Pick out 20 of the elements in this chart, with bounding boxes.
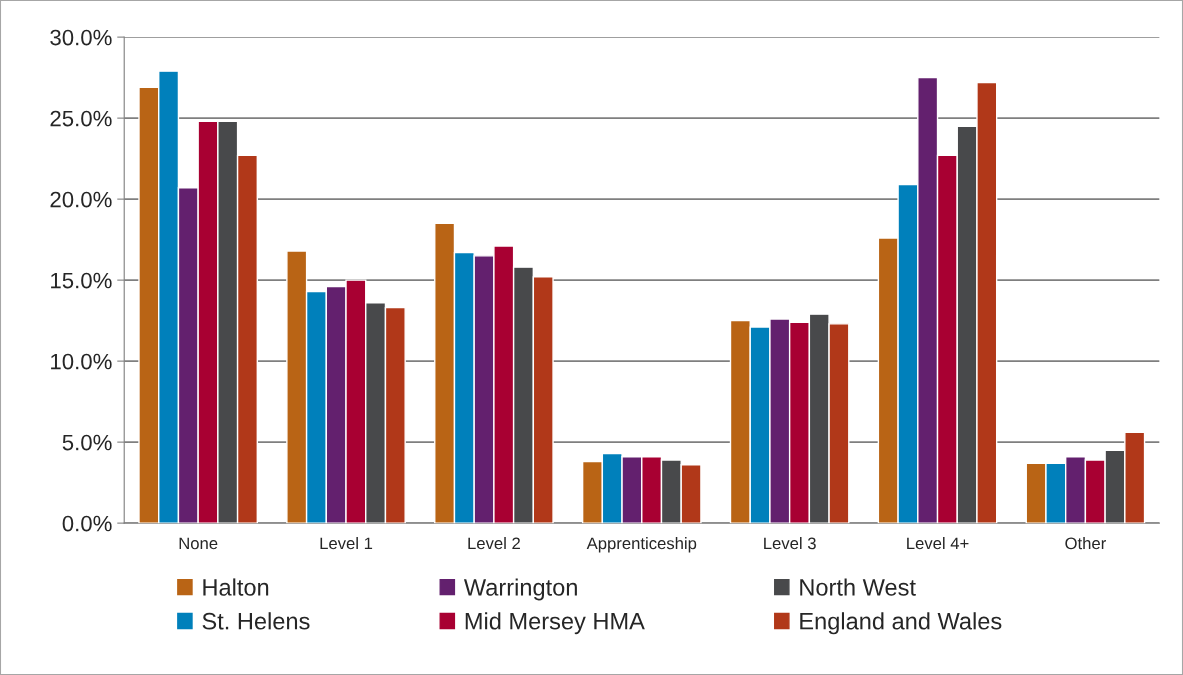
x-tick-label: Level 2 xyxy=(468,537,520,550)
x-tick-label: None xyxy=(179,537,218,550)
legend-label: Mid Mersey HMA xyxy=(465,612,645,635)
x-tick-label: Apprenticeship xyxy=(586,537,697,553)
y-tick-label: 25.0% xyxy=(50,110,112,127)
legend-label: Halton xyxy=(203,578,269,596)
legend-label: England and Wales xyxy=(800,612,1002,635)
x-tick-label: Level 3 xyxy=(764,537,816,550)
y-tick-label: 20.0% xyxy=(50,191,112,208)
y-tick-label: 30.0% xyxy=(50,29,112,46)
legend-label: St. Helens xyxy=(202,612,310,630)
y-tick-label: 5.0% xyxy=(62,434,112,451)
y-tick-label: 10.0% xyxy=(51,353,112,370)
x-tick-label: Level 1 xyxy=(320,537,373,550)
legend-label: Warrington xyxy=(463,578,577,601)
x-tick-label: Other xyxy=(1065,537,1106,550)
legend-label: North West xyxy=(800,578,916,596)
x-tick-label: Level 4+ xyxy=(907,537,969,550)
y-tick-label: 15.0% xyxy=(51,272,112,289)
y-tick-label: 0.0% xyxy=(62,515,112,532)
